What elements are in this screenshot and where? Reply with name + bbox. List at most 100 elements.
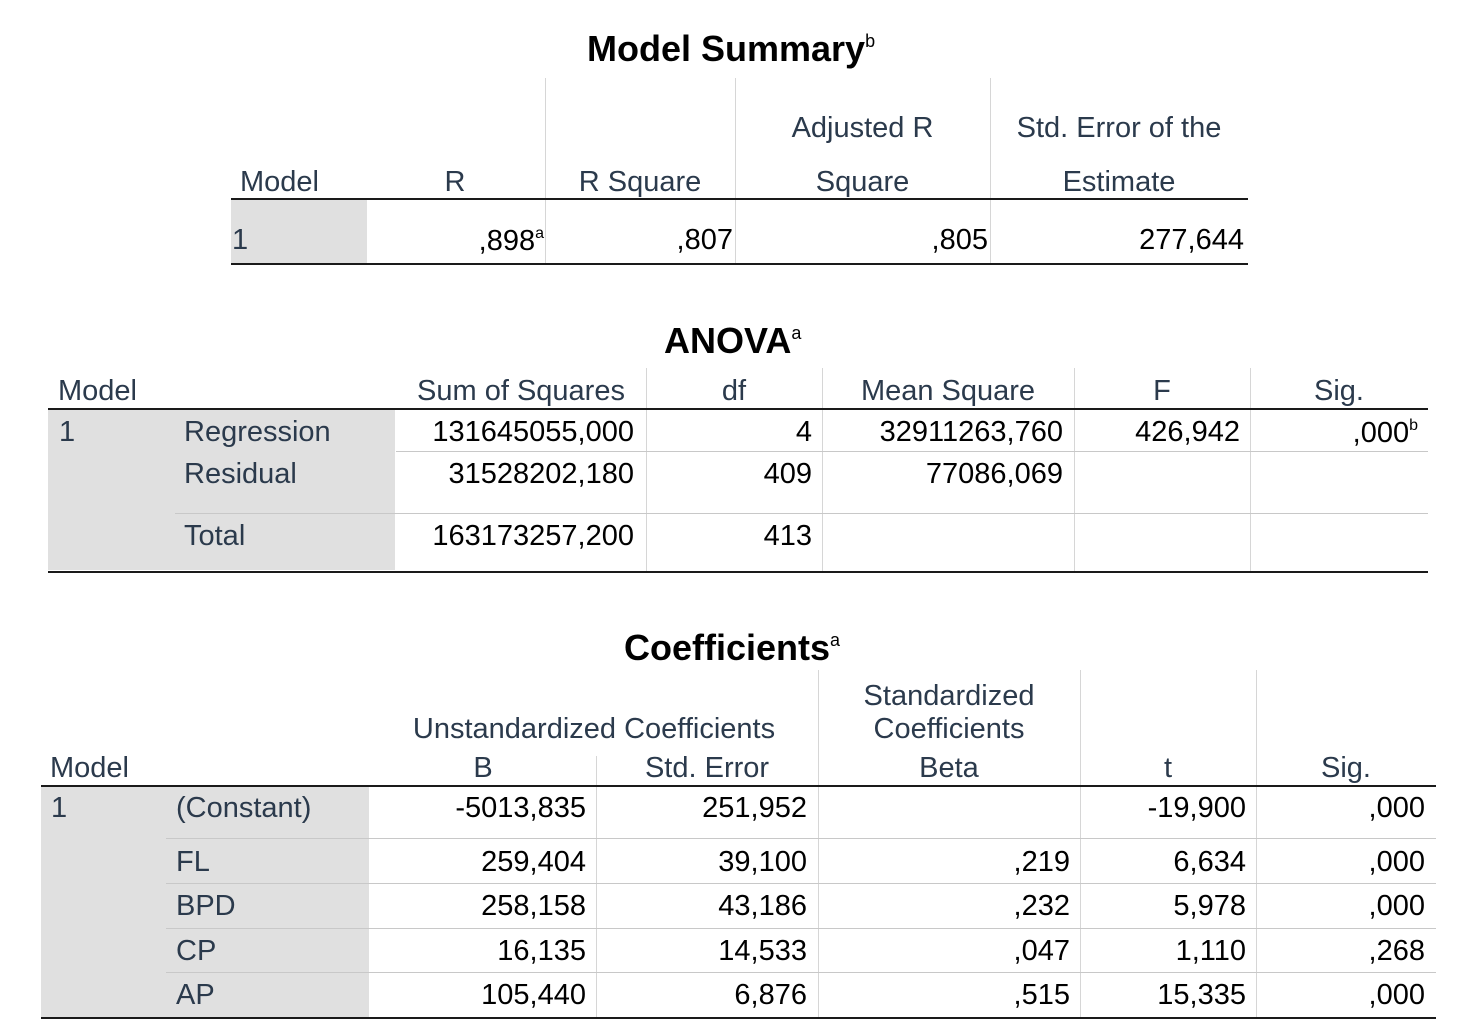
- cell-b: 259,404: [481, 846, 586, 878]
- col-divider: [818, 670, 819, 1018]
- header-standardized: Standardized: [863, 680, 1035, 712]
- col-divider: [545, 200, 546, 264]
- cell-std-error: 6,876: [734, 979, 807, 1011]
- row-label-regression: Regression: [184, 416, 331, 448]
- cell-sig: ,268: [1368, 935, 1425, 967]
- header-sig: Sig.: [1314, 375, 1364, 407]
- col-divider: [1256, 670, 1257, 1018]
- cell-sum-sq: 131645055,000: [432, 416, 634, 448]
- cell-std-error: 43,186: [718, 890, 807, 922]
- cell-sig: ,000: [1368, 890, 1425, 922]
- row-rule: [166, 928, 1436, 929]
- cell-beta: ,047: [1013, 935, 1070, 967]
- row-label-shade: [41, 787, 369, 1017]
- model-summary-title: Model Summaryb: [587, 28, 876, 69]
- col-divider: [990, 78, 991, 198]
- anova-model-1: 1: [59, 416, 76, 448]
- row-rule: [166, 883, 1436, 884]
- cell-mean-sq: 32911263,760: [879, 416, 1063, 448]
- cell-adjusted-r-square: ,805: [931, 224, 988, 256]
- cell-b: 16,135: [497, 935, 586, 967]
- header-model: Model: [50, 752, 129, 784]
- row-rule: [166, 972, 1436, 973]
- row-label-shade: [231, 200, 367, 263]
- col-divider: [822, 368, 823, 572]
- col-divider: [545, 78, 546, 198]
- col-divider: [1074, 368, 1075, 572]
- cell-sig: ,000: [1368, 792, 1425, 824]
- cell-f: 426,942: [1135, 416, 1240, 448]
- cell-sig: ,000: [1368, 979, 1425, 1011]
- header-sum-of-squares: Sum of Squares: [417, 375, 625, 407]
- header-r: R: [444, 166, 466, 198]
- cell-t: 1,110: [1175, 935, 1246, 967]
- cell-b: -5013,835: [455, 792, 586, 824]
- row-label-total: Total: [184, 520, 246, 552]
- cell-r: ,898a: [478, 225, 544, 257]
- header-beta: Beta: [919, 752, 979, 784]
- header-estimate: Estimate: [1062, 166, 1176, 198]
- cell-beta: ,219: [1013, 846, 1070, 878]
- header-model: Model: [58, 375, 137, 407]
- header-unstandardized: Unstandardized Coefficients: [412, 713, 776, 745]
- header-rule: [231, 198, 1248, 200]
- cell-std-error: 251,952: [702, 792, 807, 824]
- header-adjusted-r: Adjusted R: [791, 112, 934, 144]
- header-model: Model: [240, 166, 319, 198]
- cell-t: 6,634: [1173, 846, 1246, 878]
- coefficients-title: Coefficientsa: [624, 627, 841, 668]
- cell-t: 15,335: [1157, 979, 1246, 1011]
- row-model-1: 1: [232, 224, 249, 256]
- col-divider: [735, 78, 736, 198]
- bottom-rule: [48, 571, 1428, 573]
- cell-beta: ,515: [1013, 979, 1070, 1011]
- row-label-residual: Residual: [184, 458, 297, 490]
- cell-t: -19,900: [1147, 792, 1246, 824]
- cell-df: 4: [795, 416, 812, 448]
- cell-t: 5,978: [1173, 890, 1246, 922]
- col-divider: [1250, 368, 1251, 572]
- header-df: df: [721, 375, 747, 407]
- header-t: t: [1163, 752, 1173, 784]
- header-sig: Sig.: [1321, 752, 1371, 784]
- col-divider: [1080, 670, 1081, 1018]
- header-mean-square: Mean Square: [860, 375, 1036, 407]
- header-f: F: [1153, 375, 1171, 407]
- cell-std-error: 277,644: [1139, 224, 1244, 256]
- cell-sig: ,000b: [1352, 417, 1418, 449]
- header-b: B: [473, 752, 493, 784]
- cell-sum-sq: 163173257,200: [432, 520, 634, 552]
- cell-df: 413: [763, 520, 812, 552]
- header-rule: [48, 408, 1428, 410]
- row-rule: [166, 838, 1436, 839]
- coefficients-model-1: 1: [51, 792, 68, 824]
- row-label-shade: [48, 410, 395, 570]
- cell-beta: ,232: [1013, 890, 1070, 922]
- row-label-cp: CP: [176, 935, 217, 967]
- cell-r-square: ,807: [676, 224, 733, 256]
- row-label-ap: AP: [176, 979, 215, 1011]
- cell-sig: ,000: [1368, 846, 1425, 878]
- col-divider: [990, 200, 991, 264]
- cell-std-error: 14,533: [718, 935, 807, 967]
- header-std-error: Std. Error: [644, 752, 770, 784]
- row-rule: [175, 513, 1428, 514]
- cell-mean-sq: 77086,069: [925, 458, 1063, 490]
- row-label-constant: (Constant): [176, 792, 312, 824]
- col-divider: [646, 368, 647, 572]
- header-rule: [41, 785, 1436, 787]
- header-r-square: R Square: [578, 166, 702, 198]
- header-std-error: Std. Error of the: [1016, 112, 1222, 144]
- col-divider: [596, 756, 597, 1018]
- header-coefficients: Coefficients: [873, 713, 1025, 745]
- cell-std-error: 39,100: [718, 846, 807, 878]
- header-adjusted-r-square: Square: [815, 166, 910, 198]
- row-label-fl: FL: [176, 846, 210, 878]
- anova-title: ANOVAa: [664, 320, 802, 361]
- row-rule: [396, 451, 1428, 452]
- cell-df: 409: [763, 458, 812, 490]
- cell-b: 258,158: [481, 890, 586, 922]
- row-label-bpd: BPD: [176, 890, 236, 922]
- bottom-rule: [231, 263, 1248, 265]
- bottom-rule: [41, 1017, 1436, 1019]
